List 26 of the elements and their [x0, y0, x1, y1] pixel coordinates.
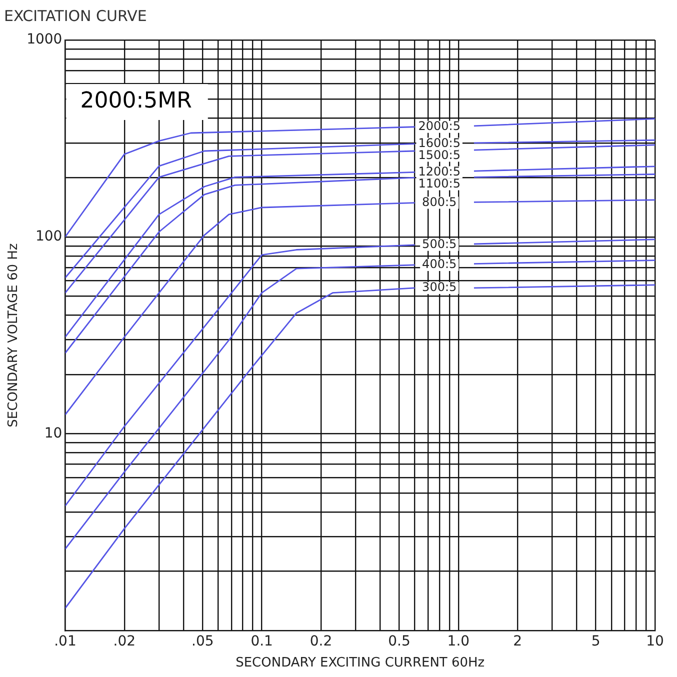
x-tick-label: 1.0 — [447, 634, 470, 650]
x-tick-label: 10 — [646, 634, 664, 650]
series-label: 2000:5 — [418, 119, 460, 133]
series-label: 1200:5 — [418, 164, 460, 178]
series-label: 1600:5 — [418, 136, 460, 150]
x-tick-label: 5 — [591, 634, 600, 650]
series-label: 400:5 — [422, 257, 457, 272]
x-tick-label: 0.5 — [388, 634, 410, 650]
annotation: 2000:5MR — [80, 88, 192, 114]
x-tick-label: 0.1 — [250, 634, 273, 650]
y-tick-label: 100 — [35, 228, 62, 245]
x-tick-label: .01 — [54, 634, 76, 650]
series-label: 300:5 — [422, 280, 457, 294]
y-tick-label: 1000 — [26, 32, 62, 48]
x-tick-label: 0.2 — [310, 634, 332, 650]
x-tick-label: .05 — [192, 634, 214, 650]
series-label: 1500:5 — [418, 148, 460, 162]
series-label: 500:5 — [422, 237, 457, 252]
y-tick-label: 10 — [44, 425, 62, 442]
x-axis-title: SECONDARY EXCITING CURRENT 60Hz — [236, 656, 485, 671]
y-axis-title: SECONDARY VOLTAGE 60 Hz — [6, 243, 22, 428]
series-label: 800:5 — [422, 194, 457, 209]
x-tick-label: .02 — [113, 634, 136, 650]
chart-title: EXCITATION CURVE — [4, 6, 147, 25]
series-label: 1100:5 — [418, 176, 460, 190]
x-tick-label: 2 — [513, 634, 522, 650]
